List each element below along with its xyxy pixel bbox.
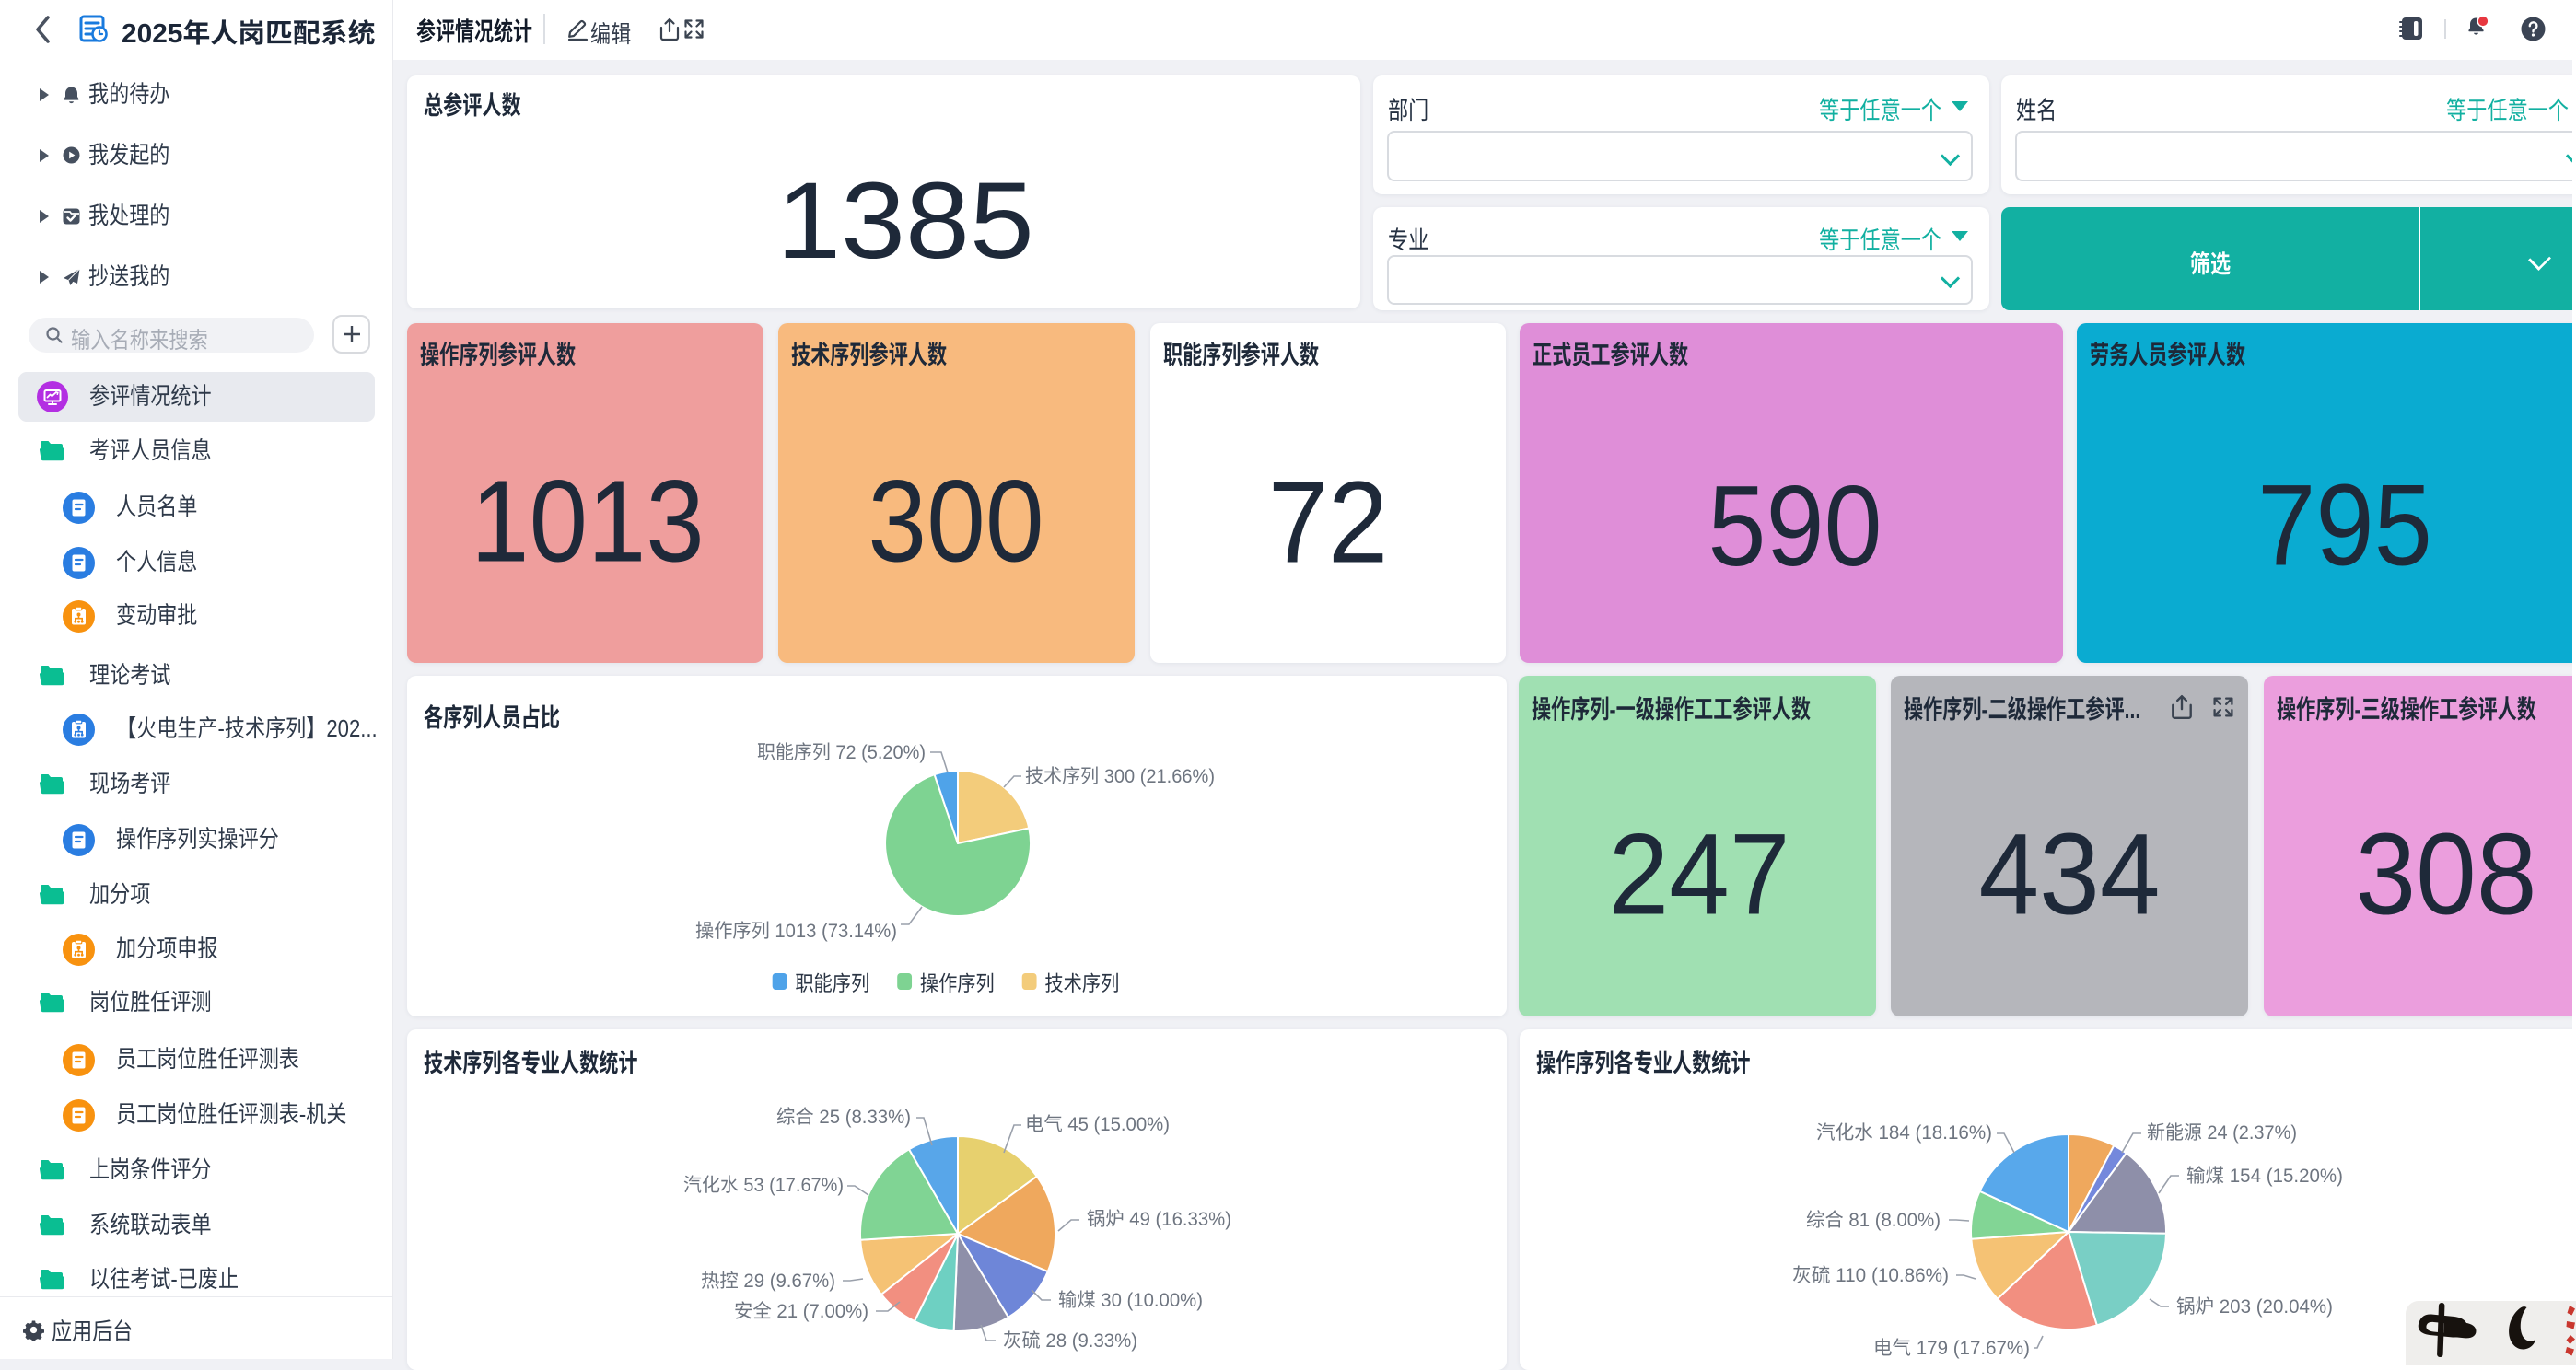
svg-text:职能序列 72 (5.20%): 职能序列 72 (5.20%) [757, 742, 926, 763]
svg-text:灰硫 28 (9.33%): 灰硫 28 (9.33%) [1003, 1330, 1137, 1352]
svg-text:锅炉 49 (16.33%): 锅炉 49 (16.33%) [1087, 1209, 1231, 1230]
svg-text:电气 45 (15.00%): 电气 45 (15.00%) [1025, 1114, 1170, 1135]
svg-text:汽化水 184 (18.16%): 汽化水 184 (18.16%) [1816, 1122, 1992, 1144]
svg-text:综合 25 (8.33%): 综合 25 (8.33%) [776, 1107, 911, 1128]
svg-text:安全 21 (7.00%): 安全 21 (7.00%) [734, 1301, 868, 1322]
svg-text:输煤 154 (15.20%): 输煤 154 (15.20%) [2186, 1166, 2343, 1187]
svg-text:热控 29 (9.67%): 热控 29 (9.67%) [701, 1271, 835, 1292]
svg-text:灰硫 110 (10.86%): 灰硫 110 (10.86%) [1792, 1265, 1949, 1286]
svg-text:输煤 30 (10.00%): 输煤 30 (10.00%) [1058, 1290, 1203, 1311]
svg-text:锅炉 203 (20.04%): 锅炉 203 (20.04%) [2176, 1296, 2333, 1318]
svg-text:综合 81 (8.00%): 综合 81 (8.00%) [1806, 1210, 1941, 1231]
svg-text:技术序列 300 (21.66%): 技术序列 300 (21.66%) [1025, 766, 1215, 787]
svg-text:电气 179 (17.67%): 电气 179 (17.67%) [1873, 1338, 2030, 1359]
svg-text:新能源 24 (2.37%): 新能源 24 (2.37%) [2147, 1122, 2297, 1144]
svg-text:汽化水 53 (17.67%): 汽化水 53 (17.67%) [683, 1175, 844, 1196]
svg-text:操作序列 1013 (73.14%): 操作序列 1013 (73.14%) [695, 921, 897, 942]
